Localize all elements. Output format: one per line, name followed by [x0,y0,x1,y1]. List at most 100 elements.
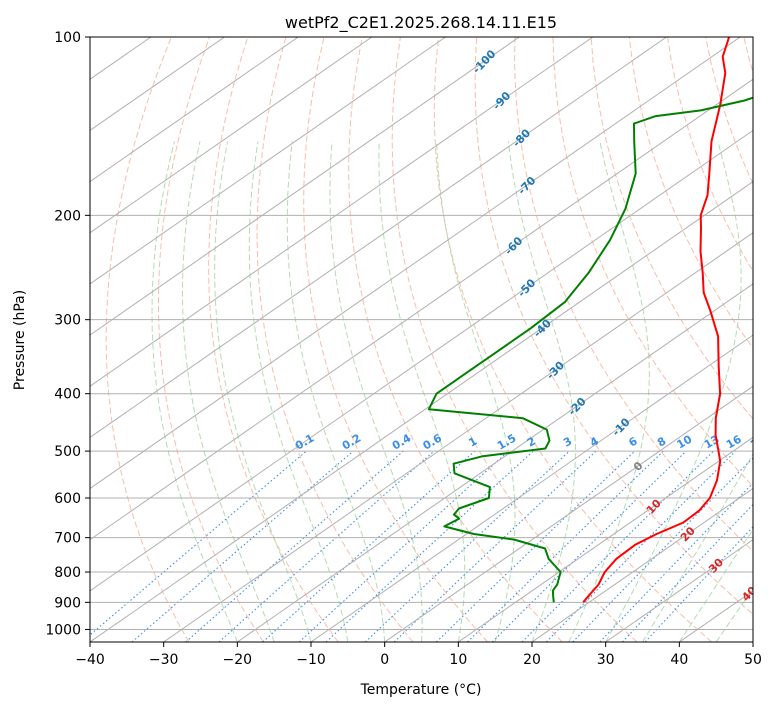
x-tick-label: 20 [523,652,541,668]
x-tick-label: 10 [449,652,467,668]
mixing-ratio-lines [90,450,753,642]
isotherm-line [458,436,753,642]
isotherm-line [90,129,753,592]
y-tick-label: 300 [54,313,81,329]
mixing-ratio-line [436,450,636,642]
dry-adiabat-line [705,37,753,185]
dry-adiabat-line [348,37,563,642]
dry-adiabat-line [158,37,264,642]
isotherm-label: -60 [502,234,525,258]
mixing-ratio-label: 0.1 [293,432,316,453]
mixing-ratio-line [90,450,307,636]
isotherm-line [163,232,753,642]
x-tick-label: 50 [744,652,762,668]
y-tick-label: 400 [54,387,81,403]
y-tick-label: 700 [54,531,81,547]
mixing-ratio-label: 6 [627,434,640,449]
dry-adiabat-line [743,37,753,74]
mixing-ratio-line [393,450,597,642]
isotherm-line [90,37,520,336]
isotherm-line [605,539,753,642]
mixing-ratio-line [545,450,736,642]
dry-adiabat-line [208,37,339,642]
isotherm-label: 0 [631,459,646,474]
temperature-profile-line [582,37,731,603]
mixing-ratio-line [325,450,534,642]
moist-adiabat-line [378,141,466,642]
moist-adiabat-line [248,141,349,642]
isotherm-line [384,385,753,642]
isotherm-label: 30 [706,556,726,576]
mixing-ratio-line [467,450,664,642]
dry-adiabat-line [474,37,753,615]
mixing-ratio-label: 16 [724,432,744,451]
isotherm-label: -70 [515,174,538,198]
isotherm-line [679,590,753,642]
mixing-ratio-label: 0.4 [390,431,414,452]
mixing-ratio-label: 2 [525,435,538,450]
dry-adiabat-line [105,37,190,642]
dry-adiabat-line [256,37,414,642]
dewpoint-profile-line [427,96,753,603]
isotherm-label: -10 [610,415,633,439]
isotherm-line [90,78,753,541]
isotherm-line [531,487,753,642]
moist-adiabat-line [678,528,753,642]
y-tick-label: 100 [54,30,81,46]
mixing-ratio-label: 10 [675,432,695,451]
isotherm-line [90,37,299,183]
y-tick-label: 800 [54,565,81,581]
dry-adiabat-line [628,37,753,349]
isotherm-line [90,37,373,234]
mixing-ratio-line [298,450,509,642]
moist-adiabat-line [286,141,386,642]
isotherm-line [90,37,594,387]
y-tick-label: 600 [54,491,81,507]
isotherm-lines [90,37,753,642]
mixing-ratio-line [521,450,714,642]
x-tick-label: 40 [670,652,688,668]
x-tick-label: 30 [597,652,615,668]
isotherm-line [90,37,667,438]
isotherm-label: 20 [678,524,698,544]
x-axis-label: Temperature (°C) [360,682,482,698]
isotherm-label: -90 [490,89,513,113]
y-tick-label: 200 [54,208,81,224]
y-tick-label: 1000 [45,622,81,638]
dry-adiabat-line [590,37,753,420]
isotherm-line [310,334,753,642]
plot-frame [89,36,754,643]
isotherm-label: -100 [470,47,499,76]
isotherm-label: 10 [644,497,664,517]
mixing-ratio-line [621,503,753,642]
dry-adiabat-line [552,37,753,487]
dry-adiabat-line [433,37,713,642]
moist-adiabat-line [507,141,576,642]
isotherm-line [90,37,741,490]
isotherm-line [90,37,225,132]
y-axis-label: Pressure (hPa) [12,290,28,390]
y-tick-label: 500 [54,444,81,460]
isotherm-line [237,283,753,642]
x-tick-label: −10 [296,652,326,668]
mixing-ratio-line [262,450,476,642]
isotherm-label: -20 [566,395,589,419]
mixing-ratio-label: 20 [748,432,768,451]
mixing-ratio-label: 0.2 [340,432,363,453]
isotherm-label: -80 [510,126,533,150]
mixing-ratio-line [218,450,435,642]
axis-ticks: −40 −30 −20 −10 0 10 20 30 40 5010020030040050060… [45,30,762,668]
mixing-ratio-line [599,482,753,642]
x-tick-label: −40 [75,652,105,668]
adiabat-lines [105,37,753,642]
x-tick-label: 0 [380,652,389,668]
isotherm-label: -50 [515,276,538,300]
x-tick-label: −20 [223,652,253,668]
dry-adiabat-line [303,37,488,642]
mixing-ratio-label: 3 [561,435,574,450]
profile-lines [427,37,753,603]
chart-title: wetPf2_C2E1.2025.268.14.11.E15 [285,13,557,33]
mixing-ratio-line [491,450,687,642]
pressure-gridlines [90,37,753,630]
